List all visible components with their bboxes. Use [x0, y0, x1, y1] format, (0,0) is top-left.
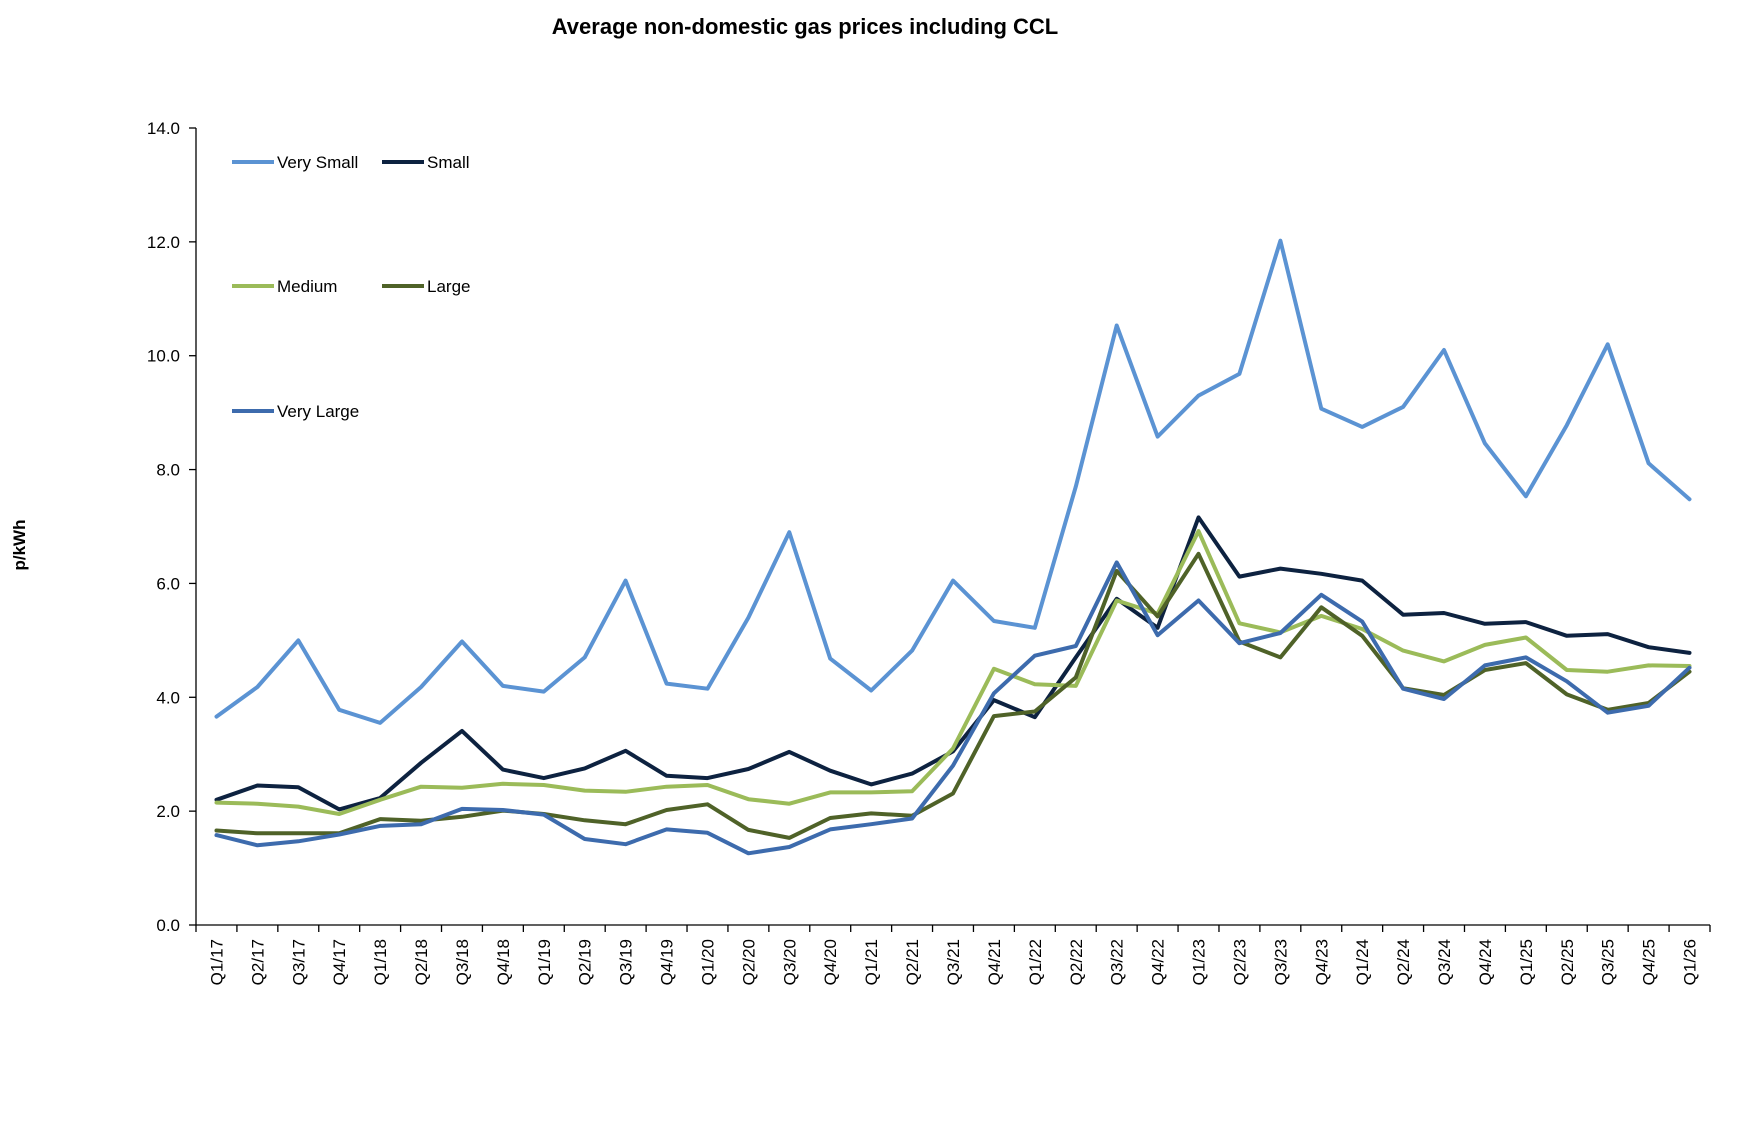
y-tick-label: 10.0 — [147, 347, 180, 366]
legend-label-very-small: Very Small — [277, 153, 358, 172]
x-tick-label: Q4/22 — [1149, 939, 1168, 985]
y-tick-label: 14.0 — [147, 119, 180, 138]
x-tick-label: Q2/22 — [1067, 939, 1086, 985]
y-tick-label: 4.0 — [156, 688, 180, 707]
legend-label-medium: Medium — [277, 277, 337, 296]
legend: Very Small Small Medium Large Very Large — [232, 153, 470, 421]
series-lines — [214, 238, 1692, 856]
y-tick-label: 0.0 — [156, 916, 180, 935]
x-tick-label: Q1/20 — [698, 939, 717, 985]
x-tick-label: Q4/18 — [494, 939, 513, 985]
x-tick-label: Q1/17 — [207, 939, 226, 985]
y-tick-label: 2.0 — [156, 802, 180, 821]
x-tick-label: Q2/23 — [1230, 939, 1249, 985]
x-tick-label: Q2/17 — [248, 939, 267, 985]
x-tick-label: Q4/17 — [330, 939, 349, 985]
x-tick-label: Q2/24 — [1394, 939, 1413, 985]
x-tick-label: Q2/25 — [1558, 939, 1577, 985]
x-tick-label: Q1/23 — [1190, 939, 1209, 985]
x-tick-label: Q1/25 — [1517, 939, 1536, 985]
x-tick-label: Q3/17 — [289, 939, 308, 985]
x-tick-label: Q4/25 — [1640, 939, 1659, 985]
x-tick-label: Q2/20 — [739, 939, 758, 985]
series-line-large — [214, 551, 1692, 840]
series-line-very-small — [214, 238, 1692, 725]
x-tick-label: Q4/21 — [985, 939, 1004, 985]
x-tick-label: Q3/21 — [944, 939, 963, 985]
axes — [195, 128, 1710, 926]
series-line-small — [214, 515, 1692, 812]
y-tick-label: 6.0 — [156, 574, 180, 593]
series-line-very-large — [214, 560, 1692, 856]
x-tick-label: Q3/23 — [1271, 939, 1290, 985]
x-tick-label: Q3/22 — [1108, 939, 1127, 985]
x-tick-label: Q1/24 — [1353, 939, 1372, 985]
x-tick-label: Q1/18 — [371, 939, 390, 985]
x-tick-label: Q2/21 — [903, 939, 922, 985]
x-tick-label: Q4/19 — [658, 939, 677, 985]
x-tick-label: Q4/20 — [821, 939, 840, 985]
legend-label-small: Small — [427, 153, 470, 172]
x-tick-label: Q3/19 — [617, 939, 636, 985]
x-tick-label: Q1/21 — [862, 939, 881, 985]
x-tick-label: Q3/20 — [780, 939, 799, 985]
x-tick-label: Q2/18 — [412, 939, 431, 985]
y-tick-label: 12.0 — [147, 233, 180, 252]
x-tick-label: Q3/24 — [1435, 939, 1454, 985]
legend-label-very-large: Very Large — [277, 402, 359, 421]
x-tick-label: Q3/25 — [1599, 939, 1618, 985]
x-tick-label: Q2/19 — [576, 939, 595, 985]
legend-label-large: Large — [427, 277, 470, 296]
x-tick-label: Q3/18 — [453, 939, 472, 985]
y-tick-label: 8.0 — [156, 461, 180, 480]
x-tick-label: Q1/26 — [1681, 939, 1700, 985]
x-tick-label: Q1/22 — [1026, 939, 1045, 985]
y-axis-ticks: 0.0 2.0 4.0 6.0 8.0 10.0 12.0 14.0 — [147, 119, 196, 935]
chart-title: Average non-domestic gas prices includin… — [551, 14, 1059, 39]
x-tick-label: Q4/23 — [1312, 939, 1331, 985]
x-tick-label: Q1/19 — [535, 939, 554, 985]
series-line-medium — [214, 529, 1692, 816]
x-axis-ticks: Q1/17 Q2/17 Q3/17 Q4/17 Q1/18 Q2/18 Q3/18 Q4/18… — [195, 925, 1711, 985]
x-tick-label: Q4/24 — [1476, 939, 1495, 985]
